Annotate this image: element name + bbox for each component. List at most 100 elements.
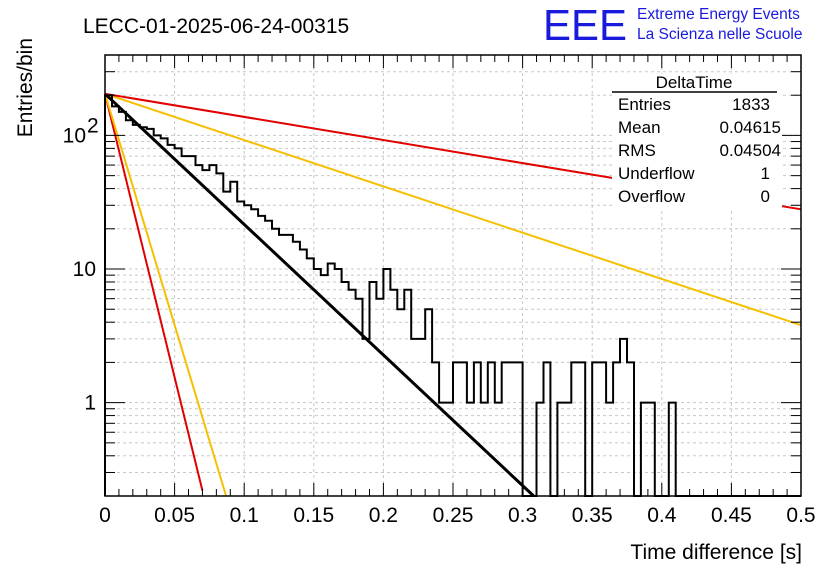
stats-box-background — [612, 74, 782, 208]
axes — [104, 54, 802, 497]
histogram-bin — [314, 269, 321, 496]
chart-title: LECC-01-2025-06-24-00315 — [83, 15, 349, 38]
x-tick-label: 0.2 — [369, 504, 398, 527]
logo-line1: Extreme Energy Events — [637, 6, 800, 23]
histogram-bin — [216, 173, 223, 496]
histogram-bin — [265, 221, 272, 496]
histogram-bin — [606, 403, 613, 496]
fit-line-4 — [104, 92, 802, 327]
histogram-bin — [161, 138, 168, 496]
histogram-bin — [418, 339, 425, 496]
histogram — [104, 94, 801, 497]
histogram-bin — [251, 209, 258, 496]
histogram-bin — [196, 165, 203, 496]
stats-value-entries: 1833 — [732, 95, 770, 114]
x-tick-label: 0.25 — [433, 504, 474, 527]
histogram-bin — [439, 403, 446, 496]
histogram-bin — [307, 258, 314, 496]
x-tick-label: 0.4 — [647, 504, 677, 527]
histogram-bin — [182, 156, 189, 496]
stats-label-rms: RMS — [618, 141, 656, 160]
y-axis-label: Entries/bin — [14, 38, 37, 137]
stats-label-entries: Entries — [618, 95, 671, 114]
stats-box: DeltaTime Entries 1833 Mean 0.04615 RMS … — [612, 73, 782, 208]
histogram-bin — [349, 290, 356, 496]
histogram-bin — [300, 250, 307, 497]
histogram-bin — [376, 299, 383, 496]
histogram-bin — [397, 309, 404, 496]
y-tick-label: 1 — [84, 392, 96, 415]
grid-lines — [105, 55, 801, 496]
histogram-bin — [237, 202, 244, 497]
histogram-bin — [370, 282, 377, 496]
x-tick-label: 0.15 — [293, 504, 334, 527]
logo-mark: EEE — [543, 1, 627, 50]
histogram-bin — [209, 165, 216, 496]
histogram-bin — [592, 362, 599, 496]
stats-value-overflow: 0 — [761, 187, 770, 206]
histogram-bin — [230, 182, 237, 496]
histogram-bin — [613, 362, 620, 496]
histogram-bin — [258, 216, 265, 496]
histogram-bin — [154, 135, 161, 496]
histogram-bin — [509, 362, 516, 496]
eee-logo: EEE Extreme Energy Events La Scienza nel… — [543, 1, 802, 50]
histogram-bin — [168, 145, 175, 496]
histogram-bin — [390, 290, 397, 496]
histogram-bin — [279, 235, 286, 496]
histogram-bin — [502, 362, 509, 496]
y-tick-label: 10 — [63, 124, 86, 147]
histogram-bin — [342, 282, 349, 496]
logo-line2: La Scienza nelle Scuole — [637, 26, 802, 43]
histogram-bin — [467, 403, 474, 496]
x-tick-label: 0.35 — [572, 504, 613, 527]
histogram-bin — [453, 362, 460, 496]
tick-labels: 0 0.05 0.1 0.15 0.2 0.25 0.3 0.35 0.4 0.45 0.510 21… — [63, 114, 816, 527]
histogram-bin — [627, 362, 634, 496]
stats-label-underflow: Underflow — [618, 164, 695, 183]
histogram-bin — [446, 403, 453, 496]
histogram-bin — [202, 170, 209, 496]
histogram-bin — [363, 339, 370, 496]
x-tick-label: 0.1 — [230, 504, 259, 527]
histogram-bin — [383, 269, 390, 496]
histogram-bin — [293, 242, 300, 496]
y-tick-label-exponent: 2 — [87, 114, 99, 137]
x-tick-label: 0.45 — [711, 504, 752, 527]
y-tick-label: 10 — [73, 258, 96, 281]
stats-label-mean: Mean — [618, 118, 661, 137]
histogram-bin — [411, 339, 418, 496]
fit-line-2 — [104, 93, 228, 497]
histogram-bin — [223, 192, 230, 496]
histogram-bin — [557, 403, 564, 496]
stats-label-overflow: Overflow — [618, 187, 686, 206]
x-axis-label: Time difference [s] — [630, 541, 802, 564]
histogram-bin — [488, 362, 495, 496]
histogram-bin — [620, 339, 627, 496]
histogram-bin — [537, 403, 544, 496]
histogram-bin — [328, 264, 335, 497]
histogram-bin — [105, 95, 112, 496]
histogram-bin — [140, 127, 147, 496]
histogram-bin — [641, 403, 648, 496]
stats-value-rms: 0.04504 — [720, 141, 781, 160]
histogram-bin — [432, 362, 439, 496]
histogram-bin — [133, 125, 140, 496]
histogram-bin — [571, 362, 578, 496]
x-tick-label: 0 — [99, 504, 111, 527]
histogram-bin — [119, 112, 126, 496]
histogram-bin — [126, 120, 133, 496]
histogram-bin — [147, 129, 154, 496]
fit-line-1 — [104, 93, 204, 491]
histogram-bin — [495, 403, 502, 496]
histogram-outline — [104, 94, 801, 497]
histogram-bin — [321, 275, 328, 496]
histogram-bin — [481, 403, 488, 496]
histogram-bin — [175, 148, 182, 496]
histogram-bin — [286, 235, 293, 496]
stats-value-mean: 0.04615 — [720, 118, 781, 137]
histogram-bin — [335, 269, 342, 496]
x-tick-label: 0.05 — [154, 504, 195, 527]
x-tick-label: 0.3 — [508, 504, 537, 527]
